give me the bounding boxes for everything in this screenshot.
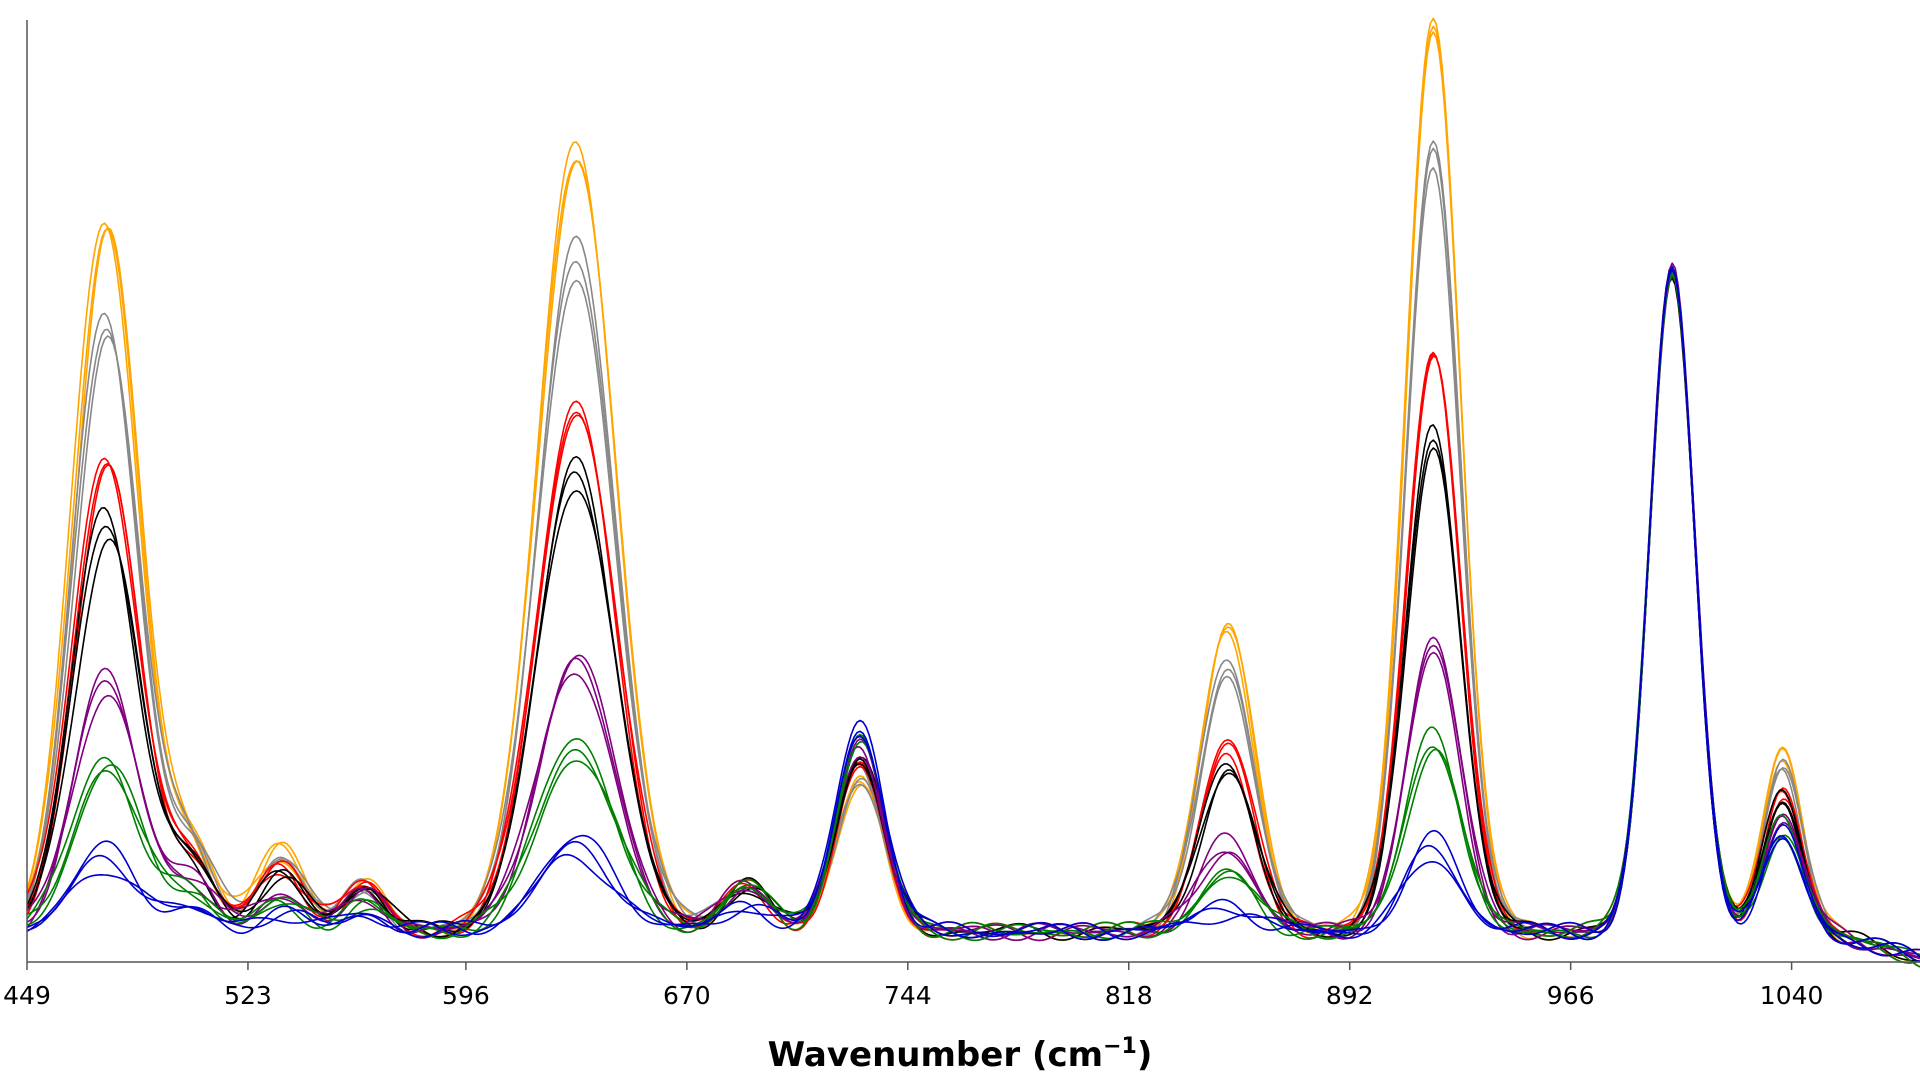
spectrum-line xyxy=(26,269,1920,957)
x-tick-group: 449 523 596 670 744 818 892 966 1040 xyxy=(3,962,1823,1010)
x-axis-title-close: ) xyxy=(1137,1035,1153,1075)
x-tick-label: 744 xyxy=(884,981,932,1010)
spectrum-line xyxy=(26,273,1920,968)
spectrum-line xyxy=(26,269,1920,964)
spectrum-line xyxy=(26,277,1920,962)
x-tick-label: 818 xyxy=(1105,981,1153,1010)
x-axis-title-sup: −1 xyxy=(1103,1034,1137,1059)
x-tick-label: 523 xyxy=(224,981,272,1010)
spectrum-line xyxy=(26,25,1920,962)
spectrum-line xyxy=(26,275,1920,960)
spectrum-line xyxy=(26,262,1920,958)
spectrum-line xyxy=(26,266,1920,963)
x-tick-label: 670 xyxy=(663,981,711,1010)
x-tick-label: 1040 xyxy=(1760,981,1824,1010)
spectrum-line xyxy=(26,17,1920,963)
spectrum-line xyxy=(26,266,1920,963)
spectrum-line xyxy=(26,140,1920,958)
spectrum-line xyxy=(26,266,1920,958)
spectrum-line xyxy=(26,147,1920,956)
x-axis-title: Wavenumber (cm−1) xyxy=(768,1034,1153,1075)
x-tick-label: 966 xyxy=(1547,981,1595,1010)
x-tick-label: 449 xyxy=(3,981,51,1010)
plot-series-group xyxy=(26,17,1920,968)
x-axis-title-main: Wavenumber (cm xyxy=(768,1035,1103,1075)
spectrum-line xyxy=(26,268,1920,957)
spectrum-line xyxy=(26,266,1920,958)
spectrum-line xyxy=(26,31,1920,960)
spectrum-line xyxy=(26,270,1920,964)
spectrum-line xyxy=(26,273,1920,957)
x-tick-label: 596 xyxy=(442,981,490,1010)
spectrum-line xyxy=(26,273,1920,968)
spectrum-line xyxy=(26,265,1920,956)
x-tick-label: 892 xyxy=(1326,981,1374,1010)
spectrum-line xyxy=(26,167,1920,957)
